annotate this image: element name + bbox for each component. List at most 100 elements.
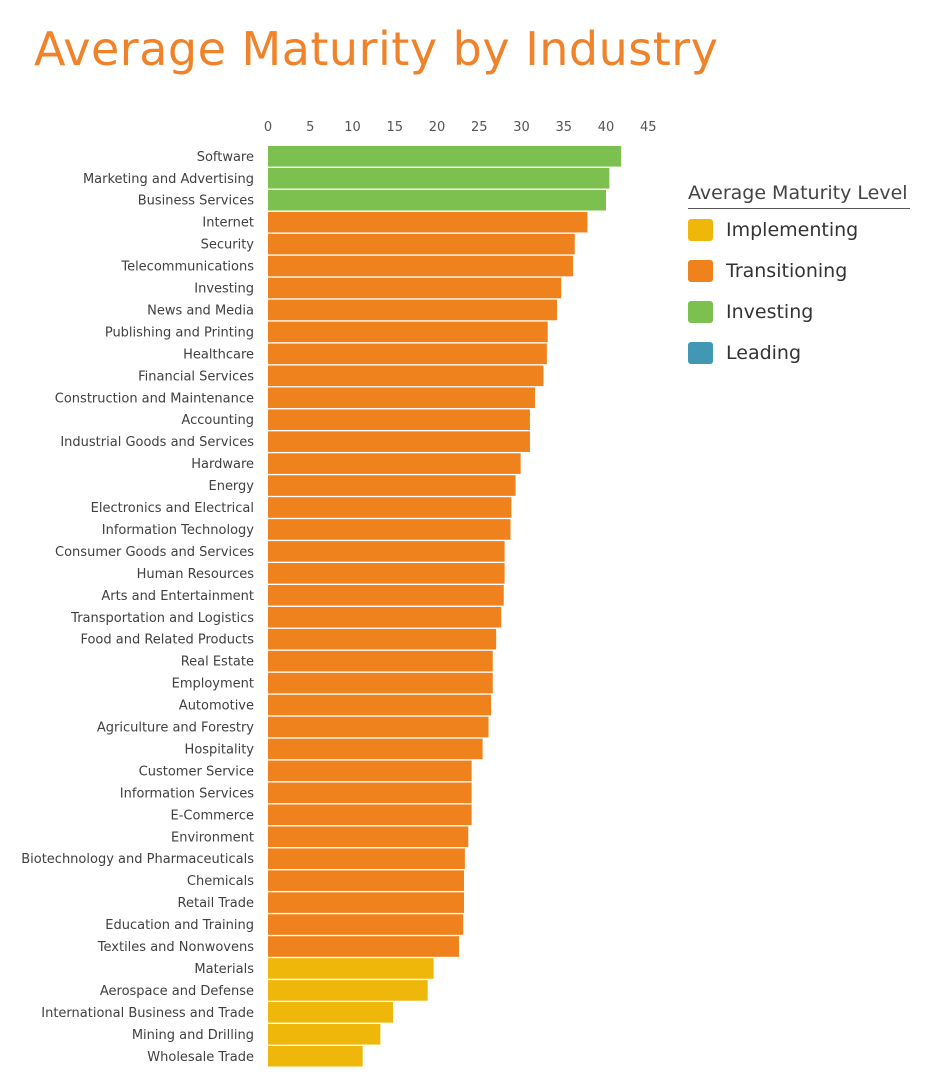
x-tick-label: 20 bbox=[429, 120, 446, 135]
bar bbox=[268, 453, 521, 474]
bar bbox=[268, 760, 472, 782]
chart-title: Average Maturity by Industry bbox=[34, 22, 719, 76]
bar bbox=[268, 387, 536, 409]
bar bbox=[268, 541, 505, 562]
legend-item-leading: Leading bbox=[688, 332, 910, 373]
category-label: Accounting bbox=[181, 413, 254, 428]
bar bbox=[268, 980, 428, 1001]
category-label: Environment bbox=[171, 830, 254, 845]
category-label: Automotive bbox=[179, 699, 254, 714]
category-label: Software bbox=[197, 150, 254, 165]
legend: Average Maturity Level Implementing Tran… bbox=[688, 182, 910, 373]
bar bbox=[268, 475, 516, 496]
category-label: Mining and Drilling bbox=[132, 1028, 254, 1043]
bar bbox=[268, 606, 502, 628]
bar bbox=[268, 409, 530, 430]
category-label: Human Resources bbox=[137, 567, 255, 582]
category-label: Healthcare bbox=[183, 347, 254, 362]
category-label: Hospitality bbox=[185, 742, 255, 757]
x-tick-label: 30 bbox=[513, 120, 530, 135]
category-label: Customer Service bbox=[139, 764, 254, 779]
legend-item-investing: Investing bbox=[688, 291, 910, 332]
bar bbox=[268, 519, 511, 540]
category-label: Marketing and Advertising bbox=[83, 172, 254, 187]
category-label: Wholesale Trade bbox=[147, 1050, 254, 1065]
category-label: Real Estate bbox=[181, 655, 254, 670]
bar bbox=[268, 672, 493, 694]
category-label: Internet bbox=[202, 216, 254, 231]
category-label: Education and Training bbox=[105, 918, 254, 933]
legend-label-transitioning: Transitioning bbox=[726, 259, 848, 282]
bar bbox=[268, 211, 588, 233]
bar bbox=[268, 936, 459, 957]
legend-swatch-leading bbox=[688, 341, 713, 364]
bar bbox=[268, 694, 492, 716]
bars-group bbox=[268, 146, 622, 1067]
category-label: Security bbox=[201, 238, 255, 253]
category-label: Consumer Goods and Services bbox=[55, 545, 254, 560]
bar bbox=[268, 628, 497, 650]
bar bbox=[268, 167, 610, 189]
bar bbox=[268, 738, 483, 760]
bar bbox=[268, 497, 512, 518]
x-tick-label: 25 bbox=[471, 120, 488, 135]
x-tick-label: 5 bbox=[306, 120, 314, 135]
category-label: Materials bbox=[194, 962, 254, 977]
bar bbox=[268, 321, 548, 343]
category-label: Retail Trade bbox=[178, 896, 254, 911]
x-axis-ticks: 0 5 10 15 20 25 30 35 40 45 bbox=[264, 120, 657, 135]
legend-label-investing: Investing bbox=[726, 300, 814, 323]
legend-swatch-transitioning bbox=[688, 259, 713, 282]
category-label: Energy bbox=[208, 479, 254, 494]
bar bbox=[268, 892, 465, 913]
bar bbox=[268, 1045, 363, 1067]
legend-item-implementing: Implementing bbox=[688, 209, 910, 250]
bar bbox=[268, 343, 547, 365]
legend-swatch-investing bbox=[688, 300, 713, 323]
bar bbox=[268, 848, 465, 869]
bar bbox=[268, 189, 606, 211]
bar bbox=[268, 804, 472, 826]
x-tick-label: 0 bbox=[264, 120, 272, 135]
bar bbox=[268, 146, 622, 167]
bar bbox=[268, 1024, 381, 1045]
bar bbox=[268, 826, 469, 848]
legend-label-implementing: Implementing bbox=[726, 218, 859, 241]
category-label: News and Media bbox=[147, 303, 254, 318]
bar bbox=[268, 958, 434, 979]
category-label: Food and Related Products bbox=[80, 633, 254, 648]
legend-title: Average Maturity Level bbox=[688, 182, 910, 209]
category-label: Hardware bbox=[191, 457, 254, 472]
bar bbox=[268, 255, 574, 277]
bar bbox=[268, 1002, 394, 1023]
bar bbox=[268, 870, 465, 891]
category-label: Investing bbox=[194, 282, 254, 297]
x-tick-label: 15 bbox=[386, 120, 403, 135]
bar bbox=[268, 365, 544, 387]
category-label: Arts and Entertainment bbox=[101, 589, 254, 604]
category-label: Agriculture and Forestry bbox=[97, 721, 254, 736]
category-label: Financial Services bbox=[138, 369, 254, 384]
bar bbox=[268, 914, 464, 935]
category-label: Telecommunications bbox=[120, 260, 254, 275]
legend-swatch-implementing bbox=[688, 218, 713, 241]
category-label: Biotechnology and Pharmaceuticals bbox=[21, 852, 254, 867]
bar bbox=[268, 431, 530, 452]
x-tick-label: 35 bbox=[555, 120, 572, 135]
bar bbox=[268, 299, 557, 321]
bar bbox=[268, 563, 505, 584]
category-label: Aerospace and Defense bbox=[100, 984, 254, 999]
bar bbox=[268, 650, 493, 672]
bar bbox=[268, 233, 575, 255]
category-label: Business Services bbox=[138, 194, 255, 209]
bar bbox=[268, 277, 562, 299]
category-label: Employment bbox=[172, 677, 254, 692]
category-label: Chemicals bbox=[187, 874, 254, 889]
category-label: International Business and Trade bbox=[41, 1006, 254, 1021]
category-label: Textiles and Nonwovens bbox=[97, 940, 254, 955]
x-tick-label: 40 bbox=[598, 120, 615, 135]
bar bbox=[268, 782, 472, 804]
category-label: Transportation and Logistics bbox=[70, 611, 254, 626]
bar bbox=[268, 585, 504, 606]
